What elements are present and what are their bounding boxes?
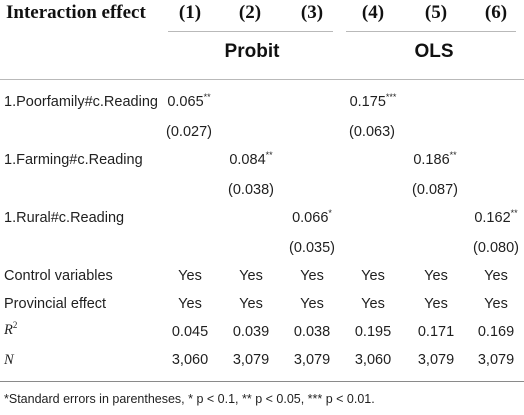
provincial-col3: Yes [300, 296, 324, 312]
control-col1: Yes [178, 268, 202, 284]
se-poorfamily-col1: (0.027) [166, 124, 212, 140]
se-rural-col3: (0.035) [289, 240, 335, 256]
r2-col2: 0.039 [232, 324, 270, 340]
header-bottom-rule [0, 79, 524, 80]
coef-rural-col6: 0.162** [474, 208, 518, 227]
group-label-probit: Probit [224, 41, 280, 62]
se-farming-col5: (0.087) [412, 182, 458, 198]
column-header-5: (5) [424, 2, 448, 23]
coef-farming-col2: 0.084** [229, 150, 273, 169]
provincial-col1: Yes [178, 296, 202, 312]
se-poorfamily-col4: (0.063) [349, 124, 395, 140]
column-header-1: (1) [178, 2, 202, 23]
control-col2: Yes [239, 268, 263, 284]
r2-col3: 0.038 [293, 324, 331, 340]
control-col5: Yes [424, 268, 448, 284]
column-header-4: (4) [361, 2, 385, 23]
provincial-col5: Yes [424, 296, 448, 312]
row-label-r-squared: R2 [4, 320, 18, 339]
coef-rural-col3: 0.066* [292, 208, 332, 227]
control-col3: Yes [300, 268, 324, 284]
provincial-col4: Yes [361, 296, 385, 312]
row-label-n: N [4, 352, 14, 368]
n-col5: 3,079 [417, 352, 455, 368]
se-farming-col2: (0.038) [228, 182, 274, 198]
n-col6: 3,079 [477, 352, 515, 368]
provincial-col2: Yes [239, 296, 263, 312]
n-col2: 3,079 [232, 352, 270, 368]
header-label: Interaction effect [6, 2, 146, 23]
n-col4: 3,060 [354, 352, 392, 368]
column-header-3: (3) [300, 2, 324, 23]
row-label-farming: 1.Farming#c.Reading [4, 152, 143, 168]
row-label-control-variables: Control variables [4, 268, 113, 284]
row-label-rural: 1.Rural#c.Reading [4, 210, 125, 226]
r2-col4: 0.195 [354, 324, 392, 340]
row-label-poorfamily: 1.Poorfamily#c.Reading [4, 94, 158, 110]
row-label-provincial-effect: Provincial effect [4, 296, 107, 312]
probit-group-rule [168, 31, 333, 32]
r2-col1: 0.045 [171, 324, 209, 340]
r2-col6: 0.169 [477, 324, 515, 340]
group-label-ols: OLS [414, 41, 454, 62]
coef-farming-col5: 0.186** [413, 150, 457, 169]
control-col4: Yes [361, 268, 385, 284]
n-col1: 3,060 [171, 352, 209, 368]
coef-poorfamily-col1: 0.065** [167, 92, 211, 111]
coef-poorfamily-col4: 0.175*** [349, 92, 397, 111]
table-footnote: *Standard errors in parentheses, * p < 0… [4, 392, 375, 406]
column-header-6: (6) [484, 2, 508, 23]
n-col3: 3,079 [293, 352, 331, 368]
table-bottom-rule [0, 381, 524, 382]
column-header-2: (2) [238, 2, 262, 23]
control-col6: Yes [484, 268, 508, 284]
provincial-col6: Yes [484, 296, 508, 312]
ols-group-rule [346, 31, 516, 32]
r2-col5: 0.171 [417, 324, 455, 340]
se-rural-col6: (0.080) [473, 240, 519, 256]
